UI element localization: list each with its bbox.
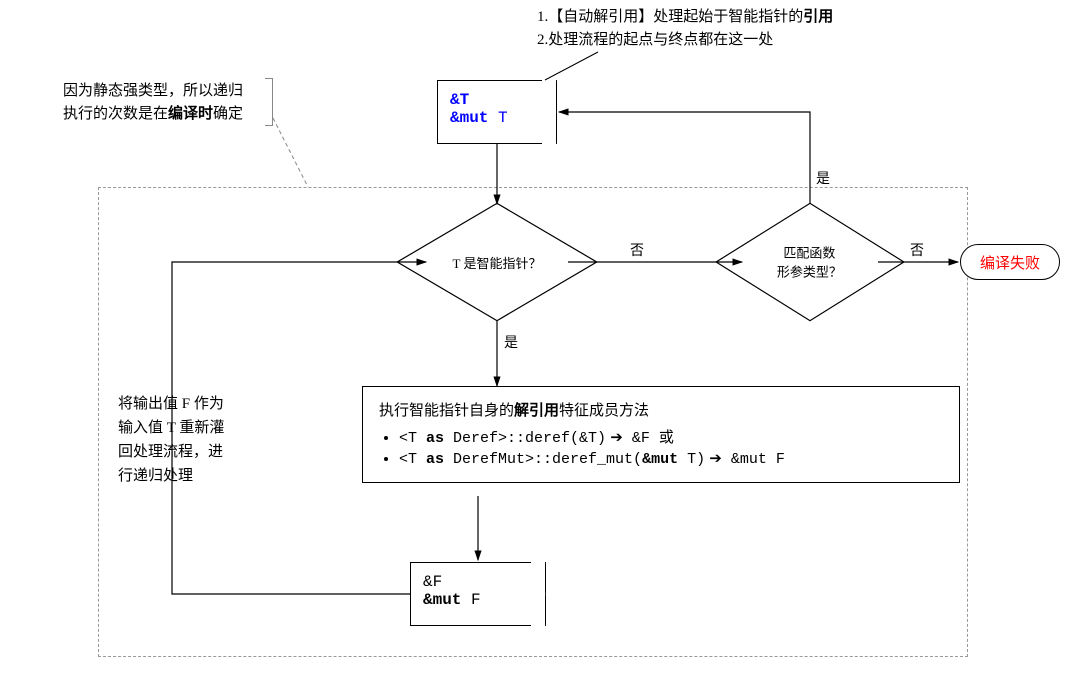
annotation-left-bracket [265,78,273,126]
process-title: 执行智能指针自身的解引用特征成员方法 [379,399,943,420]
annotation-top-line1-bold: 引用 [803,9,833,25]
label-no-2: 否 [910,240,924,260]
start-line2: &mut T [450,109,544,127]
output-line2: &mut F [423,591,533,609]
terminator-text: 编译失败 [980,252,1040,273]
process-item-2: <T as DerefMut>::deref_mut(&mut T) ➔ &mu… [399,449,943,468]
flowchart-stage: 1.【自动解引用】处理起始于智能指针的引用 2.处理流程的起点与终点都在这一处 … [0,0,1081,690]
recurse-note: 将输出值 F 作为 输入值 T 重新灌 回处理流程，进 行递归处理 [118,392,224,488]
annotation-left-line2: 执行的次数是在编译时确定 [63,103,243,126]
terminator-compile-fail: 编译失败 [960,244,1060,280]
decision2-line2: 形参类型？ [777,262,842,281]
label-yes-2: 是 [816,168,830,188]
start-line1: &T [450,91,544,109]
annotation-left: 因为静态强类型，所以递归 执行的次数是在编译时确定 [63,80,243,125]
annotation-top-line1-prefix: 1.【自动解引用】处理起始于智能指针的 [537,9,803,25]
label-no-1: 否 [630,240,644,260]
annotation-top-line1: 1.【自动解引用】处理起始于智能指针的引用 [537,6,833,29]
process-deref: 执行智能指针自身的解引用特征成员方法 <T as Deref>::deref(&… [362,386,960,483]
annotation-top: 1.【自动解引用】处理起始于智能指针的引用 2.处理流程的起点与终点都在这一处 [537,6,833,51]
decision2-line1: 匹配函数 [777,243,842,262]
output-node: &F &mut F [410,562,546,626]
process-item-1: <T as Deref>::deref(&T) ➔ &F 或 [399,426,943,447]
decision1-text: T 是智能指针？ [453,256,542,271]
annotation-top-line2: 2.处理流程的起点与终点都在这一处 [537,29,833,52]
start-node: &T &mut T [437,80,557,144]
annotation-left-line1: 因为静态强类型，所以递归 [63,80,243,103]
label-yes-1: 是 [504,332,518,352]
process-items: <T as Deref>::deref(&T) ➔ &F 或 <T as Der… [379,426,943,468]
output-line1: &F [423,573,533,591]
